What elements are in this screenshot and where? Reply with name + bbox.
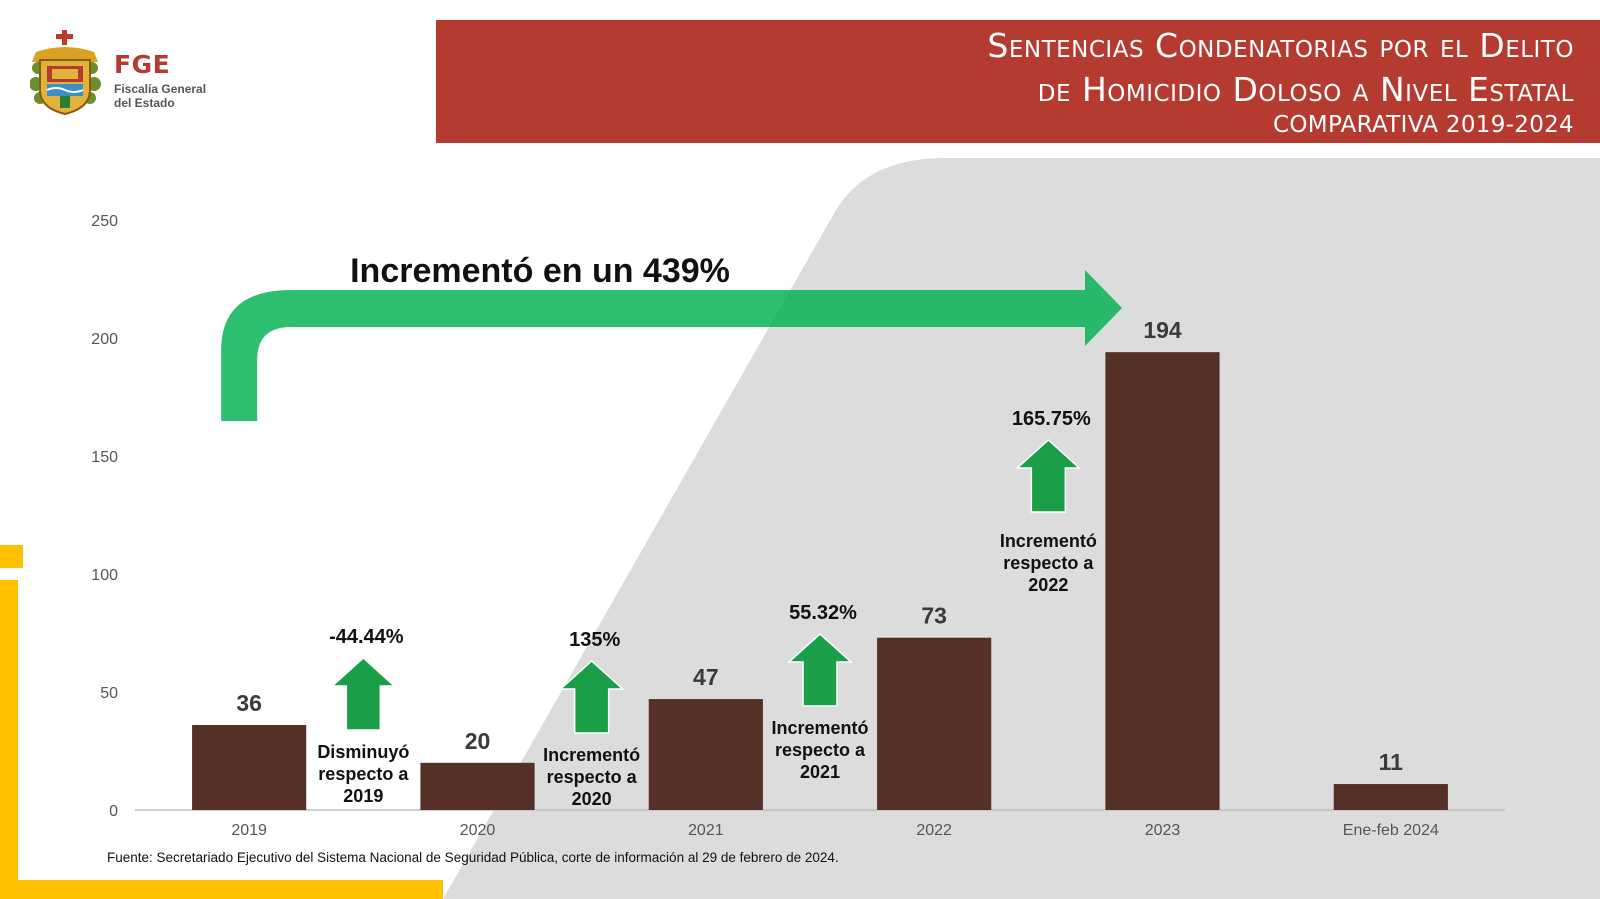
x-tick-label: 2020 xyxy=(460,822,496,839)
change-description-line: respecto a xyxy=(1003,553,1094,573)
change-description-line: 2019 xyxy=(343,786,383,806)
bar xyxy=(648,699,763,810)
percent-change-label: 165.75% xyxy=(1012,408,1091,430)
change-description-line: Disminuyó xyxy=(317,742,409,762)
change-description-line: 2020 xyxy=(572,789,612,809)
x-tick-label: 2021 xyxy=(688,822,724,839)
y-tick-label: 150 xyxy=(91,449,118,466)
y-tick-label: 50 xyxy=(100,685,118,702)
bar xyxy=(420,762,535,810)
percent-change-label: 135% xyxy=(569,629,620,651)
yellow-accent-notch xyxy=(0,545,23,568)
y-tick-label: 0 xyxy=(109,803,118,820)
change-description-line: respecto a xyxy=(547,767,638,787)
up-arrow-icon xyxy=(787,632,853,707)
y-tick-label: 100 xyxy=(91,567,118,584)
bar-value-label: 20 xyxy=(465,728,491,754)
x-tick-label: 2019 xyxy=(231,822,267,839)
up-arrow-icon xyxy=(330,656,397,731)
y-tick-label: 200 xyxy=(91,331,118,348)
subtitle: COMPARATIVA 2019-2024 xyxy=(1273,112,1574,138)
x-tick-label: Ene-feb 2024 xyxy=(1343,822,1439,839)
percent-change-label: 55.32% xyxy=(789,602,857,624)
bar-value-label: 11 xyxy=(1379,749,1404,775)
x-tick-label: 2023 xyxy=(1145,822,1181,839)
change-description-line: Incrementó xyxy=(1000,531,1097,551)
source-note: Fuente: Secretariado Ejecutivo del Siste… xyxy=(107,850,839,865)
logo-name-line-1: Fiscalía General xyxy=(114,82,207,96)
bar xyxy=(1333,784,1448,810)
change-description-line: respecto a xyxy=(775,740,866,760)
overall-increase-arrow-icon xyxy=(221,270,1122,421)
bar-value-label: 36 xyxy=(236,690,262,716)
title-banner: Sentencias Condenatorias por el Delito d… xyxy=(436,20,1600,143)
logo-name-line-2: del Estado xyxy=(114,96,175,110)
bar xyxy=(877,637,992,810)
overall-increase-label: Incrementó en un 439% xyxy=(350,252,730,290)
logo-acronym: FGE xyxy=(114,50,171,79)
bar-value-label: 194 xyxy=(1143,317,1182,343)
title-line-2: de Homicidio Doloso a Nivel Estatal xyxy=(1037,70,1574,109)
bar-value-label: 47 xyxy=(693,664,719,690)
bar xyxy=(192,725,307,810)
change-description-line: Incrementó xyxy=(771,718,868,738)
bar xyxy=(1105,352,1220,810)
x-tick-label: 2022 xyxy=(916,822,952,839)
y-tick-label: 250 xyxy=(91,213,118,230)
title-line-1: Sentencias Condenatorias por el Delito xyxy=(987,26,1574,65)
up-arrow-icon xyxy=(1015,438,1082,513)
bar-value-label: 73 xyxy=(921,603,947,629)
change-description-line: Incrementó xyxy=(543,745,640,765)
change-description-line: 2022 xyxy=(1028,575,1068,595)
change-description-line: respecto a xyxy=(318,764,409,784)
up-arrow-icon xyxy=(558,659,625,734)
change-description-line: 2021 xyxy=(800,762,840,782)
state-seal-icon xyxy=(30,30,101,116)
fge-logo: FGE Fiscalía General del Estado xyxy=(30,28,210,120)
percent-change-label: -44.44% xyxy=(329,626,404,648)
